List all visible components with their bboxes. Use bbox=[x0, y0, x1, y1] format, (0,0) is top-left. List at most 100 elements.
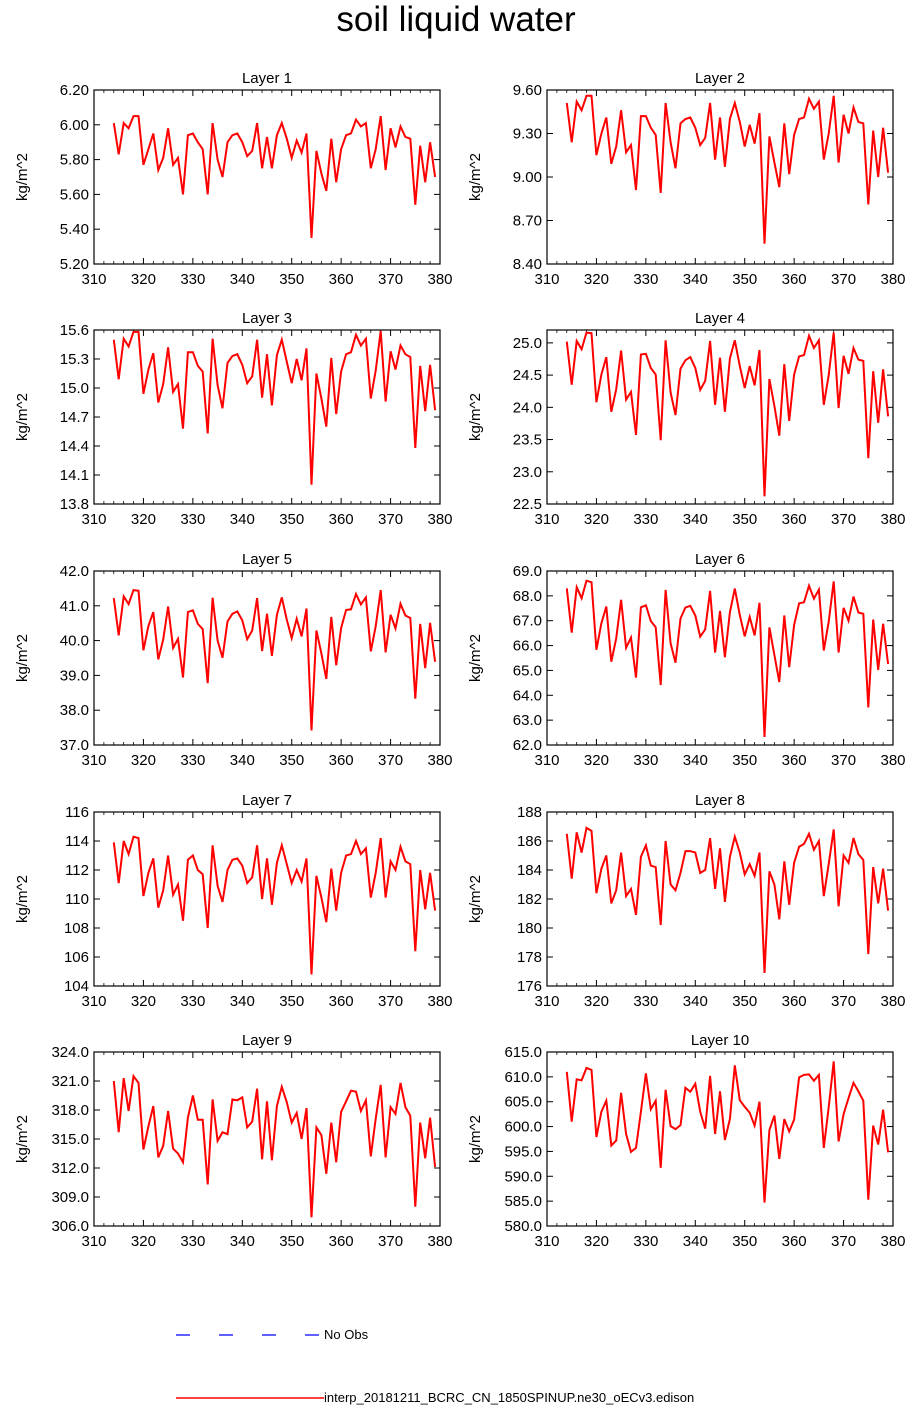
y-tick-label: 15.6 bbox=[60, 322, 89, 339]
y-tick-label: 110 bbox=[65, 891, 89, 908]
panel-title: Layer 3 bbox=[242, 310, 292, 327]
x-tick-label: 350 bbox=[279, 271, 304, 288]
x-tick-label: 380 bbox=[427, 993, 452, 1010]
x-tick-label: 320 bbox=[584, 1233, 609, 1250]
y-tick-label: 5.60 bbox=[60, 186, 89, 203]
x-tick-label: 380 bbox=[427, 752, 452, 769]
panel-layer-7: Layer 7 310 320 330 340 350 360 370 380 104 106 108… bbox=[14, 792, 453, 1010]
y-tick-label: 37.0 bbox=[60, 737, 89, 754]
y-tick-label: 5.80 bbox=[60, 152, 89, 169]
series-line bbox=[565, 826, 890, 973]
y-tick-label: 610.0 bbox=[504, 1069, 542, 1086]
y-tick-label: 184 bbox=[517, 862, 542, 879]
y-tick-label: 42.0 bbox=[60, 563, 89, 580]
y-axis-label: kg/m^2 bbox=[467, 1115, 484, 1163]
y-tick-label: 68.0 bbox=[513, 588, 542, 605]
x-tick-label: 320 bbox=[131, 511, 156, 528]
y-tick-label: 13.8 bbox=[60, 496, 89, 513]
plot-frame bbox=[546, 89, 894, 265]
y-tick-label: 312.0 bbox=[51, 1160, 89, 1177]
panel-title: Layer 10 bbox=[691, 1032, 749, 1049]
y-axis-label: kg/m^2 bbox=[14, 393, 31, 441]
x-tick-label: 350 bbox=[279, 1233, 304, 1250]
plot-frame bbox=[93, 570, 441, 746]
y-tick-label: 9.00 bbox=[513, 169, 542, 186]
x-tick-label: 380 bbox=[880, 271, 905, 288]
x-tick-label: 340 bbox=[230, 993, 255, 1010]
y-tick-label: 104 bbox=[64, 978, 89, 995]
panel-title: Layer 2 bbox=[695, 70, 745, 87]
panel-layer-8: Layer 8 310 320 330 340 350 360 370 380 176 178 180… bbox=[467, 792, 906, 1010]
y-tick-label: 9.30 bbox=[513, 126, 542, 143]
y-tick-label: 14.1 bbox=[60, 467, 89, 484]
y-tick-label: 306.0 bbox=[51, 1218, 89, 1235]
x-tick-label: 340 bbox=[230, 1233, 255, 1250]
series-line bbox=[565, 94, 890, 244]
x-tick-label: 340 bbox=[683, 1233, 708, 1250]
x-tick-label: 310 bbox=[534, 993, 559, 1010]
y-tick-label: 64.0 bbox=[513, 687, 542, 704]
x-tick-label: 310 bbox=[534, 511, 559, 528]
plot-frame bbox=[546, 570, 894, 746]
legend-item-model: interp_20181211_BCRC_CN_1850SPINUP.ne30_… bbox=[176, 1390, 694, 1405]
y-tick-label: 22.5 bbox=[513, 496, 542, 513]
x-tick-label: 370 bbox=[378, 993, 403, 1010]
x-tick-label: 310 bbox=[81, 993, 106, 1010]
x-tick-label: 350 bbox=[732, 752, 757, 769]
x-tick-label: 330 bbox=[633, 752, 658, 769]
panel-title: Layer 9 bbox=[242, 1032, 292, 1049]
x-tick-label: 370 bbox=[378, 511, 403, 528]
y-tick-label: 14.7 bbox=[60, 409, 89, 426]
x-tick-label: 310 bbox=[81, 511, 106, 528]
legend-label-model: interp_20181211_BCRC_CN_1850SPINUP.ne30_… bbox=[324, 1390, 695, 1405]
x-tick-label: 330 bbox=[633, 511, 658, 528]
x-tick-label: 370 bbox=[831, 752, 856, 769]
x-tick-label: 330 bbox=[633, 271, 658, 288]
y-tick-label: 106 bbox=[64, 949, 89, 966]
y-tick-label: 24.0 bbox=[513, 399, 542, 416]
x-tick-label: 330 bbox=[180, 752, 205, 769]
y-tick-label: 8.40 bbox=[513, 256, 542, 273]
x-tick-label: 310 bbox=[534, 752, 559, 769]
x-tick-label: 310 bbox=[534, 271, 559, 288]
y-axis-label: kg/m^2 bbox=[467, 153, 484, 201]
y-axis-label: kg/m^2 bbox=[14, 875, 31, 923]
page-title: soil liquid water bbox=[336, 0, 576, 39]
panel-layer-5: Layer 5 310 320 330 340 350 360 370 380 37.0 38.0 3… bbox=[14, 551, 453, 769]
y-tick-label: 116 bbox=[65, 804, 89, 821]
y-tick-label: 14.4 bbox=[60, 438, 89, 455]
x-tick-label: 340 bbox=[683, 993, 708, 1010]
legend-label-no-obs: No Obs bbox=[324, 1327, 369, 1342]
plot-frame bbox=[546, 811, 894, 987]
y-tick-label: 9.60 bbox=[513, 82, 542, 99]
panel-title: Layer 5 bbox=[242, 551, 292, 568]
x-tick-label: 370 bbox=[831, 993, 856, 1010]
y-axis-label: kg/m^2 bbox=[467, 393, 484, 441]
panel-layer-4: Layer 4 310 320 330 340 350 360 370 380 22.5 23.0 2… bbox=[467, 310, 906, 528]
y-tick-label: 188 bbox=[517, 804, 542, 821]
y-tick-label: 309.0 bbox=[51, 1189, 89, 1206]
x-tick-label: 360 bbox=[782, 752, 807, 769]
x-tick-label: 340 bbox=[683, 271, 708, 288]
x-tick-label: 380 bbox=[427, 271, 452, 288]
x-tick-label: 320 bbox=[584, 511, 609, 528]
y-tick-label: 15.0 bbox=[60, 380, 89, 397]
x-tick-label: 350 bbox=[279, 752, 304, 769]
panel-title: Layer 4 bbox=[695, 310, 745, 327]
x-tick-label: 370 bbox=[378, 271, 403, 288]
x-tick-label: 330 bbox=[180, 271, 205, 288]
y-axis-label: kg/m^2 bbox=[14, 153, 31, 201]
panel-layer-1: Layer 1 310 320 330 340 350 360 370 380 5.20 5.40 5… bbox=[14, 70, 453, 288]
x-tick-label: 340 bbox=[230, 271, 255, 288]
y-tick-label: 67.0 bbox=[513, 613, 542, 630]
y-tick-label: 176 bbox=[517, 978, 542, 995]
y-tick-label: 315.0 bbox=[51, 1131, 89, 1148]
x-tick-label: 330 bbox=[633, 1233, 658, 1250]
y-tick-label: 23.0 bbox=[513, 464, 542, 481]
y-tick-label: 112 bbox=[65, 862, 89, 879]
panel-title: Layer 1 bbox=[242, 70, 292, 87]
y-tick-label: 38.0 bbox=[60, 702, 89, 719]
x-tick-label: 310 bbox=[81, 271, 106, 288]
y-tick-label: 24.5 bbox=[513, 367, 542, 384]
y-axis-label: kg/m^2 bbox=[14, 634, 31, 682]
